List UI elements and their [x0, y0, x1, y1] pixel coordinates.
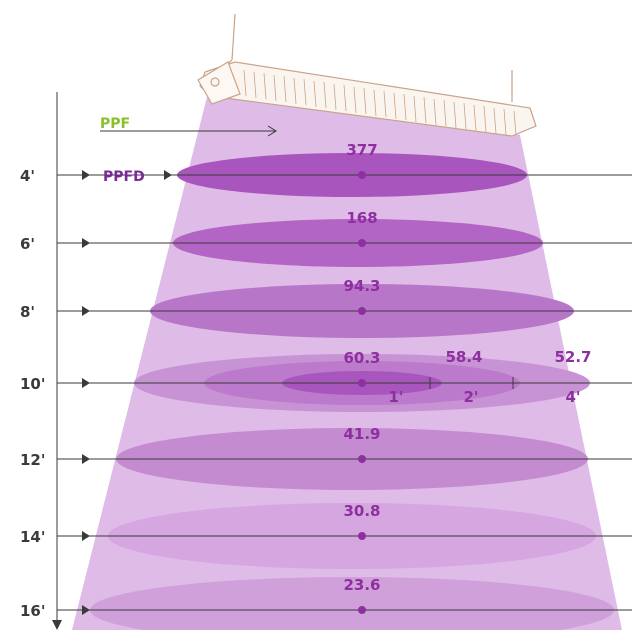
ppfd-arrow-icon	[164, 170, 172, 180]
center-point	[358, 379, 366, 387]
offset-distance-1ft: 1'	[388, 388, 403, 406]
grow-light-fixture	[197, 13, 537, 137]
disc-16ft	[90, 577, 614, 630]
levels-layer: 4' 377 6' 168 8' 94.3 10' 60.3 12' 41.9 14' 30.8 16'…	[20, 141, 632, 620]
center-point	[358, 606, 366, 614]
ppfd-value: 94.3	[343, 277, 380, 295]
level-row: 4' 377	[20, 141, 632, 185]
fixture-fins	[243, 69, 517, 136]
level-row: 14' 30.8	[20, 502, 632, 546]
offset-value-2ft: 52.7	[554, 348, 591, 366]
level-arrow-icon	[82, 306, 90, 316]
offset-distance-4ft: 4'	[565, 388, 580, 406]
ppf-arrow-icon	[267, 125, 277, 137]
ppfd-value: 23.6	[343, 576, 380, 594]
offset-readings: 58.4 52.7 1' 2' 4'	[388, 348, 591, 406]
height-label: 6'	[20, 235, 35, 253]
level-arrow-icon	[82, 531, 90, 541]
center-point	[358, 239, 366, 247]
level-arrow-icon	[82, 378, 90, 388]
level-row: 8' 94.3	[20, 277, 632, 321]
center-point	[358, 532, 366, 540]
ppfd-value: 30.8	[343, 502, 380, 520]
center-point	[358, 455, 366, 463]
level-row: 6' 168	[20, 209, 632, 253]
ppfd-value: 377	[346, 141, 377, 159]
offset-distance-2ft: 2'	[463, 388, 478, 406]
height-label: 16'	[20, 602, 45, 620]
hanging-chain-left	[231, 13, 236, 61]
ppfd-value: 168	[346, 209, 377, 227]
ppfd-value: 41.9	[343, 425, 380, 443]
level-arrow-icon	[82, 454, 90, 464]
height-label: 4'	[20, 167, 35, 185]
height-axis-arrow-icon	[52, 620, 62, 630]
level-row: 10' 60.3	[20, 349, 632, 393]
level-arrow-icon	[82, 170, 90, 180]
height-label: 12'	[20, 451, 45, 469]
ppfd-label: PPFD	[103, 169, 145, 185]
height-label: 8'	[20, 303, 35, 321]
ppfd-value: 60.3	[343, 349, 380, 367]
ppf-label: PPF	[100, 116, 130, 132]
level-row: 12' 41.9	[20, 425, 632, 469]
offset-value-1ft: 58.4	[445, 348, 482, 366]
center-point	[358, 307, 366, 315]
level-arrow-icon	[82, 605, 90, 615]
height-label: 10'	[20, 375, 45, 393]
level-row: 16' 23.6	[20, 576, 632, 620]
level-arrow-icon	[82, 238, 90, 248]
center-point	[358, 171, 366, 179]
fixture-knob	[210, 77, 220, 87]
height-label: 14'	[20, 528, 45, 546]
